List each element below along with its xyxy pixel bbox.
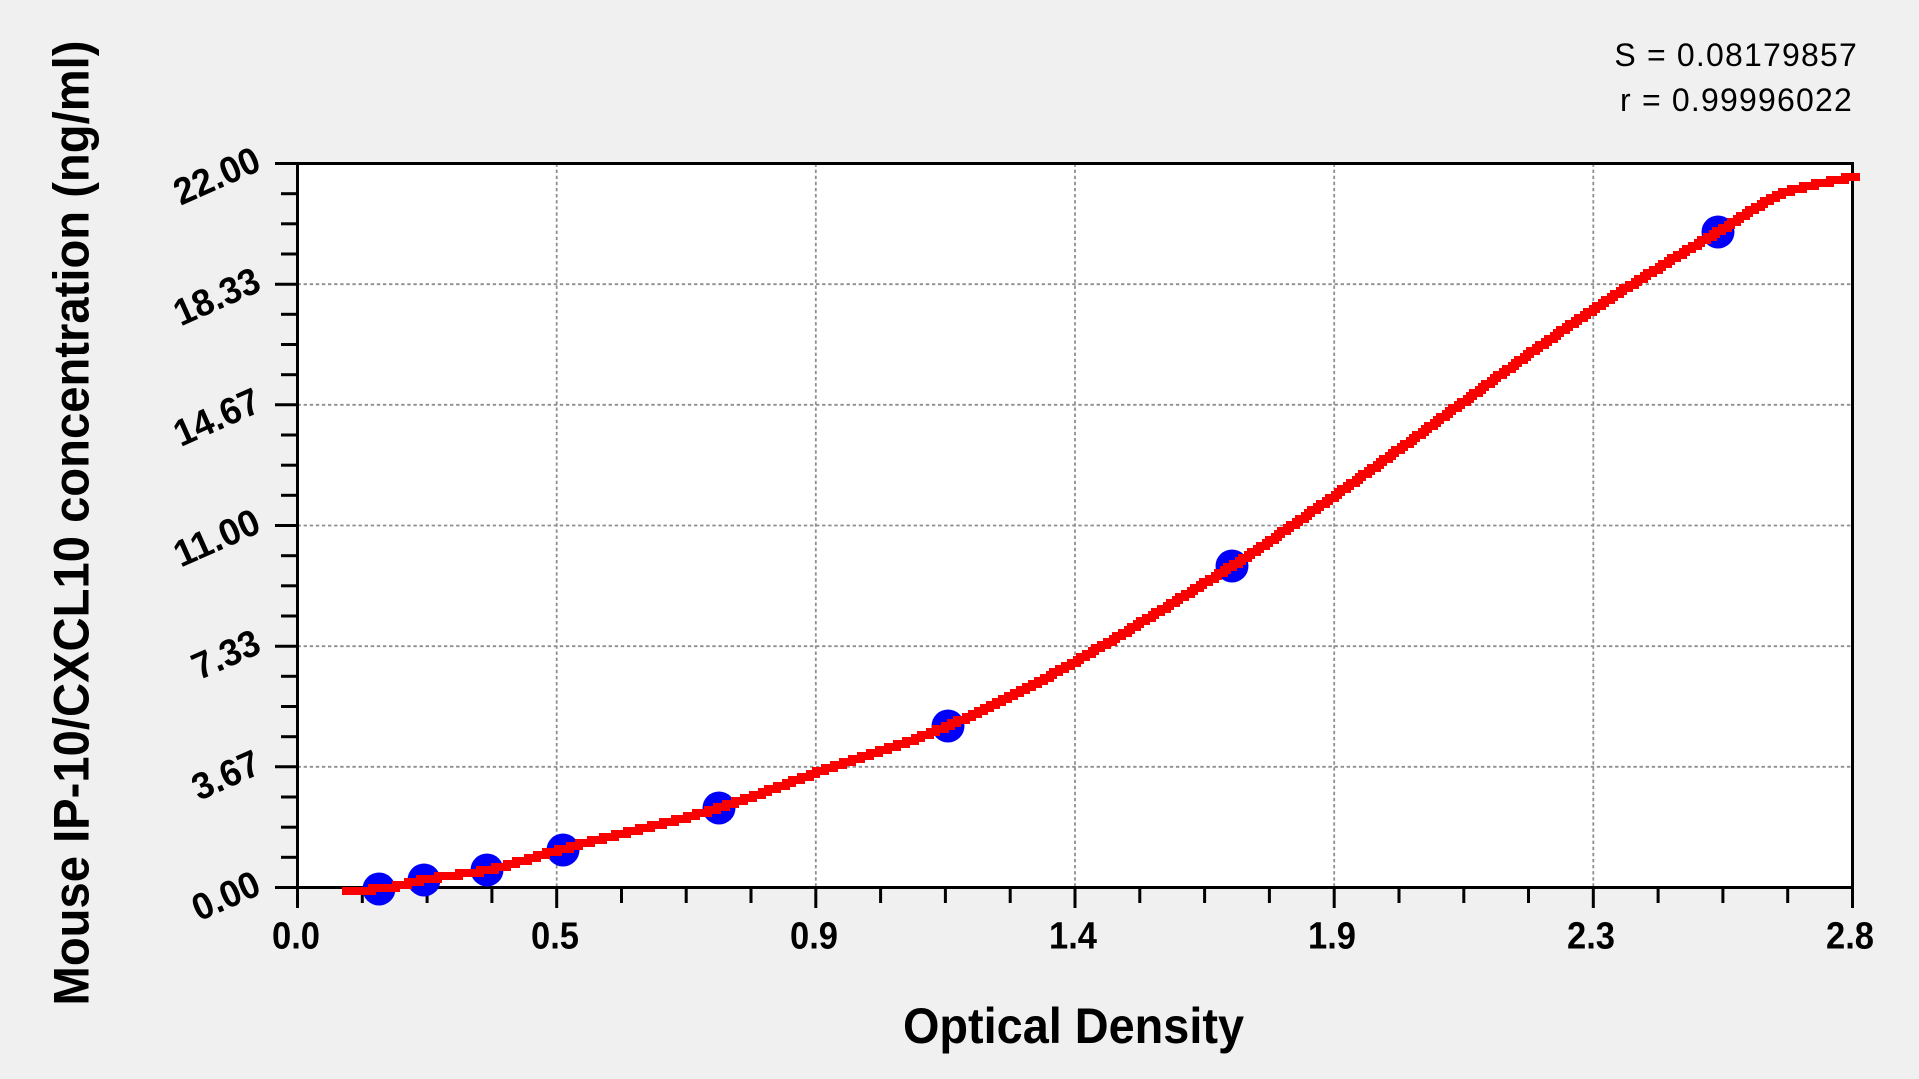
svg-text:0.5: 0.5	[531, 916, 579, 958]
svg-text:r = 0.99996022: r = 0.99996022	[1620, 82, 1853, 118]
svg-text:2.8: 2.8	[1826, 916, 1874, 958]
svg-text:0.0: 0.0	[272, 916, 320, 958]
svg-text:Optical Density: Optical Density	[903, 998, 1244, 1054]
svg-text:S = 0.08179857: S = 0.08179857	[1614, 37, 1858, 73]
svg-text:1.4: 1.4	[1049, 916, 1097, 958]
svg-text:1.9: 1.9	[1308, 916, 1356, 958]
svg-text:2.3: 2.3	[1567, 916, 1615, 958]
svg-text:Mouse IP-10/CXCL10 concentrati: Mouse IP-10/CXCL10 concentration (ng/ml)	[44, 41, 100, 1006]
svg-text:0.9: 0.9	[790, 916, 838, 958]
